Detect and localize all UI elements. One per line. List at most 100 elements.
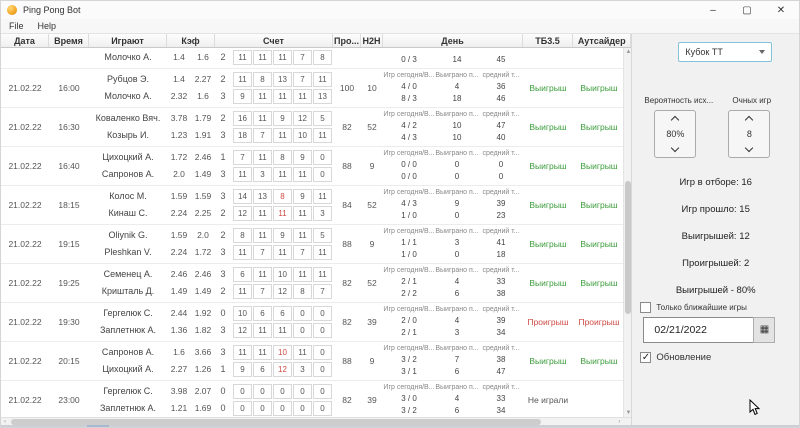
player-name: Молочко А. xyxy=(104,91,152,101)
header-time[interactable]: Время xyxy=(49,34,89,47)
vertical-scrollbar[interactable]: ▲ ▼ xyxy=(623,48,632,417)
date-input[interactable]: 02/21/2022 xyxy=(643,317,754,343)
nearest-games-checkbox[interactable] xyxy=(640,302,652,313)
spinner-down-icon[interactable] xyxy=(671,143,680,153)
sets-won: 1 xyxy=(220,151,226,162)
coef-live-value: 2.07 xyxy=(194,385,212,396)
h2h-cell: 39 xyxy=(367,317,377,327)
day-value: 6 xyxy=(454,367,460,376)
table-row[interactable]: 21.02.22 19:15 Oliynik G. Pleshkan V. 1.59 2.… xyxy=(1,225,625,264)
score-line: 18 7 11 10 11 xyxy=(233,127,333,145)
header-date[interactable]: Дата xyxy=(1,34,49,47)
table-row[interactable]: 21.02.22 20:15 Сапронов А. Цихоцкий А. 1.6 2.… xyxy=(1,342,625,381)
coef-live-value: 2.27 xyxy=(194,73,212,84)
score-cell: 0 xyxy=(253,383,272,399)
day-avg-col: средний т... 33 34 xyxy=(479,381,523,417)
day-value: 1 / 0 xyxy=(401,250,417,259)
day-value: 9 xyxy=(454,199,460,208)
score-cell: 0 xyxy=(273,383,292,399)
header-kf[interactable]: Кэф xyxy=(167,34,215,47)
header-pro[interactable]: Про... xyxy=(333,34,361,47)
maximize-button[interactable]: ▢ xyxy=(742,4,752,16)
table-row[interactable]: 21.02.22 16:00 Рубцов Э. Молочко А. 1.4 2.32 2… xyxy=(1,69,625,108)
header-h2h[interactable]: H2H xyxy=(361,34,383,47)
coef-live-value: 2.25 xyxy=(194,208,212,218)
coef2-cell: 1.92 1.82 xyxy=(191,305,215,340)
day-won-col: Выиграно п... 4 3 xyxy=(435,303,479,339)
header-tb35[interactable]: ТБ3.5 xyxy=(523,34,573,47)
day-avg-col: средний т... 39 34 xyxy=(479,303,523,339)
day-avg-col: средний т... 41 18 xyxy=(479,225,523,261)
stat-losses: Проигрышей: 2 xyxy=(682,258,750,269)
day-value: 3 xyxy=(454,328,460,337)
score-cell: 10 xyxy=(293,128,312,144)
score-line: 11 8 13 7 11 xyxy=(233,71,333,89)
calendar-button[interactable]: ▦ xyxy=(753,317,776,343)
scores-cell: 6 11 10 11 11 11 7 12 8 7 xyxy=(231,266,333,301)
spinner-up-icon[interactable] xyxy=(671,115,680,125)
day-subheader: средний т... xyxy=(482,384,520,391)
scroll-left-arrow-icon[interactable]: ‹ xyxy=(4,419,6,425)
sets-won: 3 xyxy=(220,247,226,257)
score-line: 12 11 11 0 0 xyxy=(233,322,333,340)
score-cell: 8 xyxy=(233,227,252,243)
day-subheader: Выиграно п... xyxy=(435,228,479,235)
scroll-up-arrow-icon[interactable]: ▲ xyxy=(625,49,632,55)
sets-won: 3 xyxy=(220,190,226,201)
table-row[interactable]: 21.02.22 18:15 Колос М. Кинаш С. 1.59 2.24 1.5… xyxy=(1,186,625,225)
day-value: 18 xyxy=(452,94,462,103)
head-to-head-label: Очных игр xyxy=(732,96,772,105)
coef-live-value: 1.6 xyxy=(197,52,209,62)
header-outsider[interactable]: Аутсайдер xyxy=(573,34,632,47)
outsider-cell: Выигрыш xyxy=(580,122,618,132)
scores-cell: 11 11 10 11 0 9 6 12 3 0 xyxy=(231,344,333,379)
table-row[interactable]: 21.02.22 16:30 Коваленко Вяч. Козырь И. 3.78… xyxy=(1,108,625,147)
vertical-scroll-thumb[interactable] xyxy=(625,180,632,314)
coef-value: 1.23 xyxy=(170,130,188,140)
header-score[interactable]: Счет xyxy=(215,34,333,47)
header-players[interactable]: Играют xyxy=(89,34,167,47)
horizontal-scrollbar[interactable]: ‹ › xyxy=(1,417,632,425)
horizontal-scroll-thumb[interactable] xyxy=(11,419,541,425)
table-row[interactable]: 21.02.22 23:00 Гергелюк С. Заплетнюк А. 3.98… xyxy=(1,381,625,417)
day-value: 39 xyxy=(496,199,506,208)
day-subheader: Игр сегодня/В... xyxy=(383,189,435,196)
score-line: 6 11 10 11 11 xyxy=(233,266,333,284)
scroll-down-arrow-icon[interactable]: ▼ xyxy=(625,410,632,416)
time-cell: 19:15 xyxy=(58,239,80,249)
day-subheader: Выиграно п... xyxy=(435,345,479,352)
league-combobox[interactable]: Кубок ТТ xyxy=(678,42,773,62)
scroll-right-arrow-icon[interactable]: › xyxy=(618,419,621,425)
head-to-head-spinner[interactable]: 8 xyxy=(728,110,771,158)
score-cell: 0 xyxy=(293,323,312,339)
day-won-col: Выиграно п...14 xyxy=(435,48,479,66)
table-row[interactable]: 21.02.22 19:25 Семенец А. Кришталь Д. 2.46 1.… xyxy=(1,264,625,303)
coef-live-value: 1.6 xyxy=(197,91,209,101)
table-row[interactable]: 21.02.22 19:30 Гергелюк С. Заплетнюк А. 2.44… xyxy=(1,303,625,342)
minimize-button[interactable]: – xyxy=(710,4,716,16)
scores-cell: 11 8 13 7 11 9 11 11 11 13 xyxy=(231,71,333,106)
spinner-up-icon[interactable] xyxy=(745,115,754,125)
day-subheader: Игр сегодня/В... xyxy=(383,111,435,118)
players-cell: Рубцов Э. Молочко А. xyxy=(89,71,167,106)
player-name: Цихоцкий А. xyxy=(102,364,154,374)
coef-live-value: 1.26 xyxy=(194,364,212,374)
header-day[interactable]: День xyxy=(383,34,523,47)
table-row[interactable]: 21.02.22 16:40 Цихоцкий А. Сапронов А. 1.72 2… xyxy=(1,147,625,186)
h2h-cell: 52 xyxy=(367,200,377,210)
sets-won: 2 xyxy=(220,52,226,62)
close-button[interactable]: ✕ xyxy=(776,4,786,16)
menu-item-file[interactable]: File xyxy=(9,21,24,31)
menu-item-help[interactable]: Help xyxy=(37,21,57,31)
h2h-cell: 52 xyxy=(367,278,377,288)
probability-spinner[interactable]: 80% xyxy=(654,110,697,158)
player-name: Oliynik G. xyxy=(108,229,148,240)
day-value: 46 xyxy=(496,94,506,103)
day-won-col: Выиграно п... 4 6 xyxy=(435,264,479,300)
spinner-down-icon[interactable] xyxy=(745,143,754,153)
update-checkbox[interactable]: ✓ xyxy=(640,352,652,363)
table-row[interactable]: Молочко А.1.41.6211111178Игр сегодня/В..… xyxy=(1,48,625,69)
